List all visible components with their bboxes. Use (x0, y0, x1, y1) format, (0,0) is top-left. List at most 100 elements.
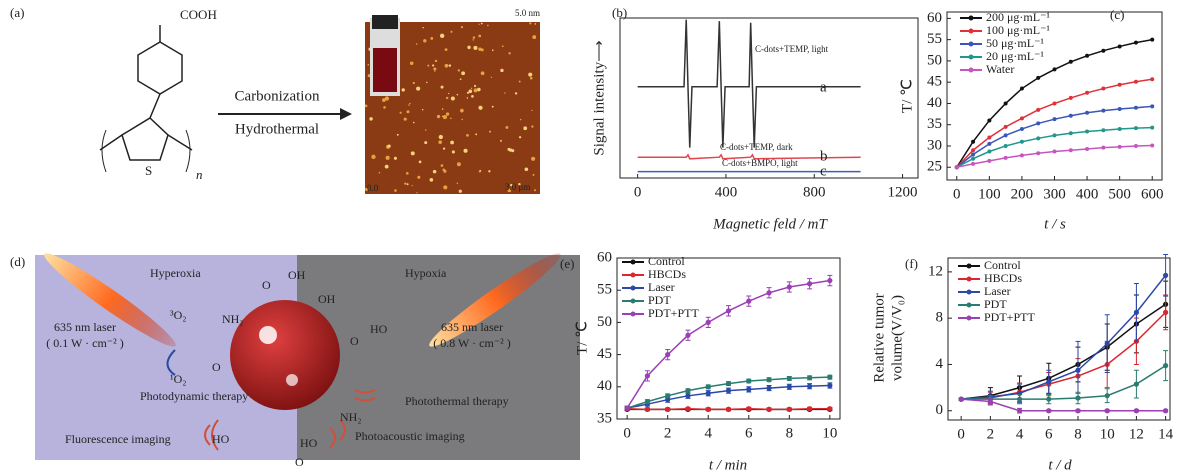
marker (1150, 38, 1154, 42)
x-tick-label: 0 (634, 184, 642, 200)
afm-dot (531, 157, 535, 161)
x-tick-label: 300 (1043, 186, 1066, 202)
afm-dot (492, 106, 494, 108)
x-tick-label: 1200 (888, 184, 918, 200)
afm-dot (461, 119, 463, 121)
afm-dot (475, 133, 477, 135)
marker (1118, 83, 1122, 87)
afm-dot (397, 134, 399, 136)
marker (685, 333, 690, 338)
afm-dot (452, 150, 455, 153)
marker (1020, 140, 1024, 144)
y-axis-label: T/ ℃ (574, 321, 590, 355)
afm-dot (442, 116, 443, 117)
marker (1134, 144, 1138, 148)
marker (1134, 126, 1138, 130)
afm-dot (417, 176, 420, 179)
afm-dot (394, 189, 397, 192)
marker (1101, 87, 1105, 91)
marker (787, 376, 792, 381)
vial-liquid (373, 48, 397, 92)
afm-dot (438, 140, 442, 144)
afm-dot (406, 172, 409, 175)
afm-dot (528, 73, 532, 77)
marker (685, 388, 690, 393)
marker (1085, 111, 1089, 115)
marker (726, 407, 731, 412)
afm-dot (530, 77, 533, 80)
afm-dot (433, 170, 437, 174)
marker (1004, 101, 1008, 105)
afm-dot (410, 61, 414, 65)
marker (787, 407, 792, 412)
legend-label: Control (648, 254, 685, 268)
afm-dot (491, 77, 492, 78)
marker (955, 165, 959, 169)
afm-dot (433, 68, 436, 71)
legend-label: PDT (648, 293, 671, 307)
marker (766, 290, 771, 295)
marker (1134, 310, 1139, 315)
arrow-head (340, 108, 352, 120)
marker (987, 142, 991, 146)
afm-dot (419, 161, 422, 164)
y-tick-label: 30 (927, 137, 942, 153)
y-tick-label: 60 (597, 249, 612, 265)
afm-dot (489, 131, 491, 133)
afm-dot (409, 103, 410, 104)
afm-dot (478, 106, 482, 110)
afm-dot (379, 172, 380, 173)
marker (1134, 408, 1139, 413)
scale-max: 5.0 nm (515, 8, 540, 18)
zone-label: Hyperoxia (150, 266, 201, 280)
marker (1036, 76, 1040, 80)
legend-label: PDT+PTT (648, 306, 699, 320)
afm-dot (523, 126, 527, 130)
legend-marker (969, 16, 974, 21)
y-tick-label: 40 (927, 95, 942, 111)
marker (1134, 41, 1138, 45)
afm-dot (488, 170, 490, 172)
panel-a: (a) COOH S n Carbonization Hydrothermal … (10, 5, 540, 194)
marker (1069, 114, 1073, 118)
marker (1004, 125, 1008, 129)
arrow-label: Carbonization (235, 88, 320, 104)
marker (827, 383, 832, 388)
series-label: a (820, 79, 827, 95)
afm-dot (441, 86, 444, 89)
y-tick-label: 60 (927, 10, 942, 26)
marker (971, 157, 975, 161)
afm-dot (535, 23, 537, 25)
marker (1036, 121, 1040, 125)
afm-dot (388, 145, 391, 148)
afm-dot (450, 141, 454, 145)
afm-dot (471, 88, 472, 89)
afm-dot (457, 183, 458, 184)
afm-dot (531, 125, 533, 127)
laser-label: 635 nm laser (54, 320, 116, 334)
panel-label: (f) (905, 256, 918, 271)
legend-marker (967, 316, 972, 321)
afm-dot (422, 109, 423, 110)
panel-label: (e) (560, 256, 574, 271)
legend-marker (631, 299, 636, 304)
afm-dot (533, 174, 535, 176)
afm-dot (520, 119, 521, 120)
afm-dot (519, 81, 521, 83)
highlight (259, 326, 277, 344)
marker (1075, 395, 1080, 400)
marker (1069, 96, 1073, 100)
legend-marker (969, 55, 974, 60)
marker (766, 377, 771, 382)
marker (645, 407, 650, 412)
x-tick-label: 600 (1141, 186, 1164, 202)
afm-dot (445, 48, 448, 51)
marker (1150, 104, 1154, 108)
afm-dot (467, 46, 470, 49)
panel-d: (d) Hyperoxia Hypoxia 635 nm laser ( 0.1… (10, 246, 580, 469)
bond (150, 94, 160, 118)
marker (706, 384, 711, 389)
afm-dot (440, 34, 444, 38)
afm-dot (426, 82, 427, 83)
afm-dot (408, 104, 409, 105)
